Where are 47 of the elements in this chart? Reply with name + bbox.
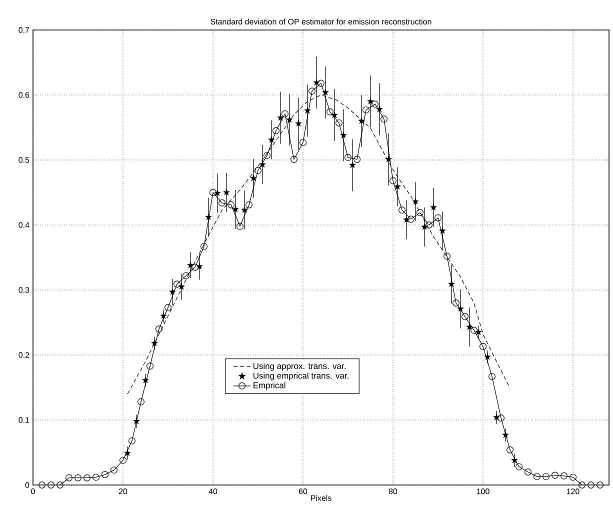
point xyxy=(313,79,320,86)
point xyxy=(241,206,248,213)
point xyxy=(367,98,374,104)
point xyxy=(340,132,347,138)
point xyxy=(430,204,437,210)
point xyxy=(376,106,383,112)
point xyxy=(277,114,284,121)
point xyxy=(403,216,410,223)
point xyxy=(439,227,446,234)
point xyxy=(160,312,167,319)
point xyxy=(286,116,293,122)
point xyxy=(187,262,194,268)
point xyxy=(133,418,140,424)
point xyxy=(358,118,365,124)
point xyxy=(250,174,257,181)
point xyxy=(295,120,302,126)
point xyxy=(394,183,401,190)
point xyxy=(268,136,275,143)
legend-label: Using approx. trans. var. xyxy=(254,362,346,371)
point xyxy=(232,206,239,212)
point xyxy=(205,214,212,220)
point xyxy=(169,288,176,295)
point xyxy=(484,354,491,360)
point xyxy=(196,263,203,270)
point xyxy=(349,162,356,168)
point xyxy=(511,456,518,464)
point xyxy=(457,305,464,312)
point xyxy=(331,112,338,118)
point xyxy=(412,198,419,204)
point xyxy=(223,189,230,196)
point xyxy=(502,432,509,438)
point xyxy=(151,340,158,346)
point xyxy=(385,156,392,162)
point xyxy=(322,89,329,96)
point xyxy=(124,450,131,456)
legend-label: Emprical xyxy=(254,382,286,390)
point xyxy=(493,414,500,420)
point xyxy=(475,328,482,336)
point xyxy=(142,376,149,384)
point xyxy=(214,190,221,196)
legend-label: Using emprical trans. var. xyxy=(254,372,348,380)
point xyxy=(304,107,311,114)
point xyxy=(448,280,455,287)
point xyxy=(259,161,266,168)
point xyxy=(178,283,185,290)
point xyxy=(466,324,473,330)
point xyxy=(421,224,428,230)
